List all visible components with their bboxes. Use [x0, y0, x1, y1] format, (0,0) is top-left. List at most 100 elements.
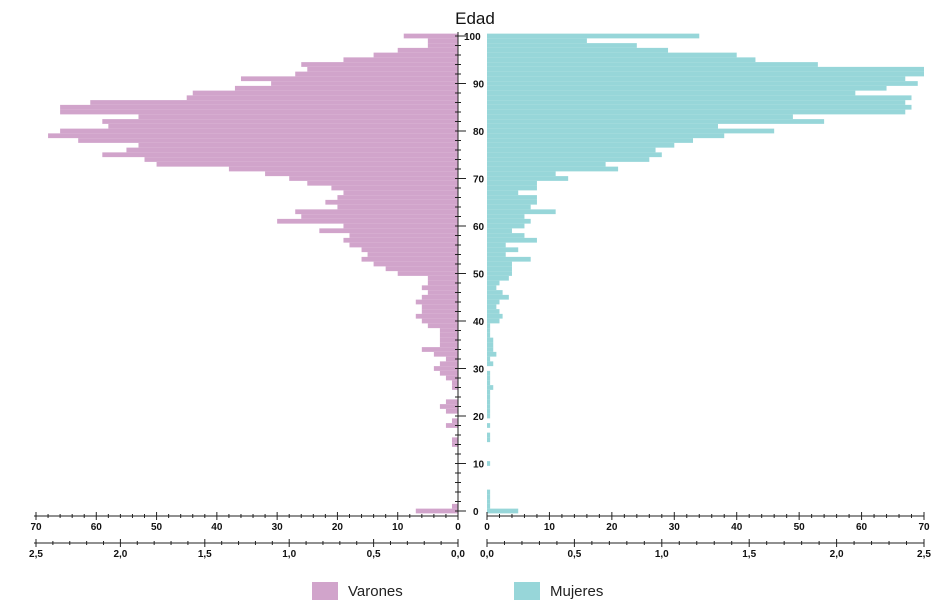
chart-title: Edad	[455, 9, 495, 28]
varones-bar	[48, 133, 459, 139]
mujeres-bar	[487, 299, 500, 305]
mujeres-bar	[487, 375, 491, 381]
mujeres-bar	[487, 85, 887, 91]
age-tick-label: 20	[473, 412, 485, 423]
count-tick-label-left: 0	[455, 522, 461, 533]
mujeres-bar	[487, 399, 491, 405]
mujeres-bar	[487, 185, 537, 191]
mujeres-bar	[487, 285, 497, 291]
age-tick-label: 80	[473, 127, 485, 138]
mujeres-bar	[487, 461, 491, 466]
percent-tick-label-right: 0,0	[480, 549, 494, 560]
varones-bar	[108, 123, 458, 129]
varones-bar	[102, 119, 459, 124]
varones-bar	[451, 385, 458, 390]
mujeres-bar	[487, 214, 525, 219]
varones-bar	[156, 161, 459, 167]
varones-bar	[397, 47, 458, 53]
mujeres-bar	[487, 228, 512, 234]
age-tick-label: 100	[464, 32, 481, 43]
percent-tick-label-left: 2,5	[29, 549, 43, 560]
mujeres-bar	[487, 332, 491, 338]
mujeres-bar	[487, 503, 491, 509]
legend-item-varones: Varones	[312, 582, 403, 600]
count-tick-label-right: 30	[669, 522, 681, 533]
age-tick-label: 90	[473, 80, 485, 91]
varones-bar	[445, 423, 458, 428]
varones-bar	[421, 285, 458, 291]
age-tick-label: 40	[473, 317, 485, 328]
varones-bar	[415, 313, 458, 319]
percent-tick-label-right: 2,0	[830, 549, 844, 560]
varones-bars	[48, 33, 459, 514]
mujeres-bar	[487, 81, 918, 86]
mujeres-bar	[487, 147, 656, 153]
count-tick-label-right: 20	[606, 522, 618, 533]
mujeres-bar	[487, 494, 491, 500]
varones-bar	[102, 152, 459, 158]
mujeres-bar	[487, 309, 500, 314]
mujeres-bar	[487, 223, 525, 229]
mujeres-bar	[487, 38, 587, 44]
mujeres-bar	[487, 218, 531, 224]
mujeres-bar	[487, 52, 737, 58]
mujeres-bar	[487, 62, 818, 67]
varones-bar	[331, 185, 458, 191]
mujeres-bar	[487, 361, 494, 367]
count-tick-label-left: 20	[332, 522, 344, 533]
varones-bar	[240, 76, 458, 82]
varones-bar	[421, 304, 458, 310]
varones-bar	[343, 190, 458, 196]
varones-bar	[325, 199, 458, 205]
mujeres-bar	[487, 423, 491, 428]
varones-bar	[78, 138, 458, 143]
varones-bar	[367, 252, 458, 257]
varones-bar	[427, 43, 458, 48]
varones-bar	[307, 180, 458, 186]
varones-bar	[295, 71, 458, 77]
varones-bar	[90, 100, 458, 105]
varones-bar	[427, 323, 458, 329]
varones-bar	[265, 171, 458, 177]
varones-bar	[337, 204, 458, 210]
count-tick-label-right: 60	[856, 522, 868, 533]
mujeres-bar	[487, 347, 494, 352]
age-tick-label: 0	[473, 507, 479, 518]
varones-bar	[427, 38, 458, 44]
age-tick-label: 10	[473, 460, 485, 471]
mujeres-bar	[487, 280, 500, 286]
varones-bar	[451, 442, 458, 447]
varones-bar	[343, 223, 458, 229]
percent-tick-label-right: 1,5	[742, 549, 756, 560]
varones-bar	[439, 361, 458, 367]
percent-tick-label-left: 1,0	[282, 549, 296, 560]
legend-label-mujeres: Mujeres	[550, 582, 604, 600]
varones-bar	[271, 81, 458, 86]
varones-bar	[319, 228, 458, 234]
varones-bar	[295, 209, 458, 215]
mujeres-bar	[487, 66, 924, 72]
mujeres-bar	[487, 370, 491, 376]
mujeres-bar	[487, 104, 912, 110]
varones-bar	[451, 503, 458, 509]
mujeres-bar	[487, 437, 491, 443]
mujeres-bar	[487, 323, 491, 329]
varones-bar	[421, 294, 458, 300]
varones-bar	[421, 318, 458, 324]
count-tick-label-left: 40	[211, 522, 223, 533]
mujeres-bar	[487, 351, 497, 357]
age-tick-label: 70	[473, 175, 485, 186]
mujeres-bar	[487, 404, 491, 409]
varones-bar	[277, 218, 458, 224]
mujeres-bar	[487, 304, 497, 310]
mujeres-bar	[487, 247, 519, 253]
legend-swatch-varones	[312, 582, 338, 600]
mujeres-bar	[487, 394, 491, 400]
age-tick-label: 30	[473, 365, 485, 376]
mujeres-bar	[487, 71, 924, 77]
varones-bar	[361, 256, 458, 262]
mujeres-bar	[487, 195, 537, 200]
mujeres-bar	[487, 166, 619, 172]
age-tick-label: 60	[473, 222, 485, 233]
